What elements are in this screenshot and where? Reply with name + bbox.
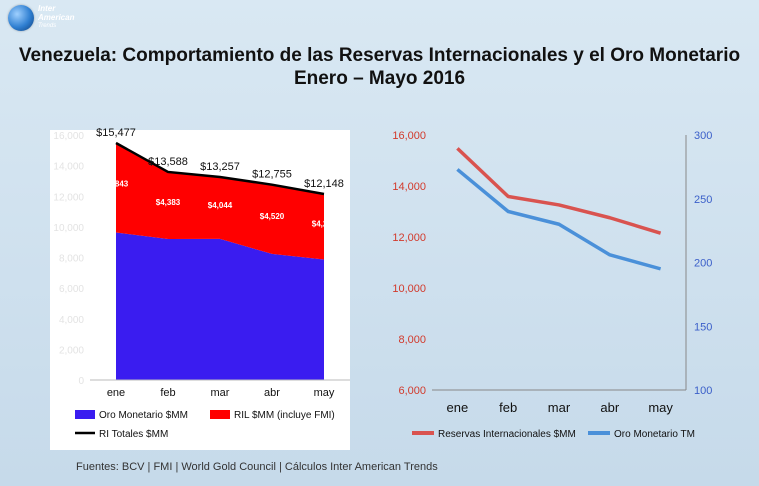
left-x-tick-label: ene [107,387,125,399]
legend-label-oro: Oro Monetario $MM [99,410,188,421]
series-line-reservas [456,147,662,235]
left-y-tick-label: 4,000 [59,315,84,326]
total-data-label: $15,477 [96,127,136,139]
right-chart-left-tick: 10,000 [392,283,426,295]
legend-swatch-ril [210,410,230,419]
ril-data-label: $4,383 [156,198,181,207]
legend-label-totales: RI Totales $MM [99,429,168,440]
left-y-tick-label: 8,000 [59,254,84,265]
right-x-tick-label: ene [447,400,469,415]
right-chart-left-tick: 12,000 [392,232,426,244]
total-data-label: $12,148 [304,178,344,190]
left-y-tick-label: 14,000 [53,162,84,173]
area-oro-monetario [116,232,324,380]
right-chart-left-tick: 6,000 [398,385,426,397]
left-y-tick-label: 12,000 [53,192,84,203]
left-x-tick-label: feb [160,387,175,399]
left-y-tick-label: 16,000 [53,131,84,142]
left-y-tick-label: 0 [78,376,84,387]
right-chart-left-tick: 16,000 [392,130,426,142]
logo: Inter American Trends [8,4,74,31]
source-note: Fuentes: BCV | FMI | World Gold Council … [76,461,438,473]
left-y-tick-label: 10,000 [53,223,84,234]
left-y-tick-label: 6,000 [59,284,84,295]
right-chart-left-tick: 14,000 [392,181,426,193]
right-chart-right-tick: 300 [694,130,712,142]
ril-data-label: $4,044 [208,201,233,210]
title-line-1: Venezuela: Comportamiento de las Reserva… [18,45,741,66]
left-y-tick-label: 2,000 [59,345,84,356]
logo-text: Inter American Trends [38,4,75,29]
right-chart-right-tick: 100 [694,385,712,397]
ril-data-label: $5,843 [104,179,129,188]
legend-swatch-oro [75,410,95,419]
left-x-tick-label: may [314,387,335,399]
legend-label-reservas: Reservas Internacionales $MM [438,429,576,440]
ril-data-label: $4,520 [260,212,285,221]
series-line-oro [456,168,662,271]
legend-label-ril: RIL $MM (incluye FMI) [234,410,335,421]
right-x-tick-label: may [648,400,673,415]
total-data-label: $13,257 [200,161,240,173]
globe-icon [8,4,34,31]
legend-label-oro-tm: Oro Monetario TM [614,429,695,440]
right-x-tick-label: abr [600,400,619,415]
right-chart-right-tick: 150 [694,321,712,333]
right-x-tick-label: mar [548,400,571,415]
total-data-label: $12,755 [252,169,292,181]
right-chart-right-tick: 250 [694,194,712,206]
left-x-tick-label: abr [264,387,280,399]
total-data-label: $13,588 [148,156,188,168]
title-line-2: Enero – Mayo 2016 [293,68,466,89]
left-x-tick-label: mar [211,387,230,399]
right-chart-left-tick: 8,000 [398,334,426,346]
right-chart-right-tick: 200 [694,258,712,270]
line-ri-totales [115,141,325,196]
page-title: Venezuela: Comportamiento de las Reserva… [0,44,759,90]
right-x-tick-label: feb [499,400,517,415]
ril-data-label: $4,282 [312,219,337,228]
